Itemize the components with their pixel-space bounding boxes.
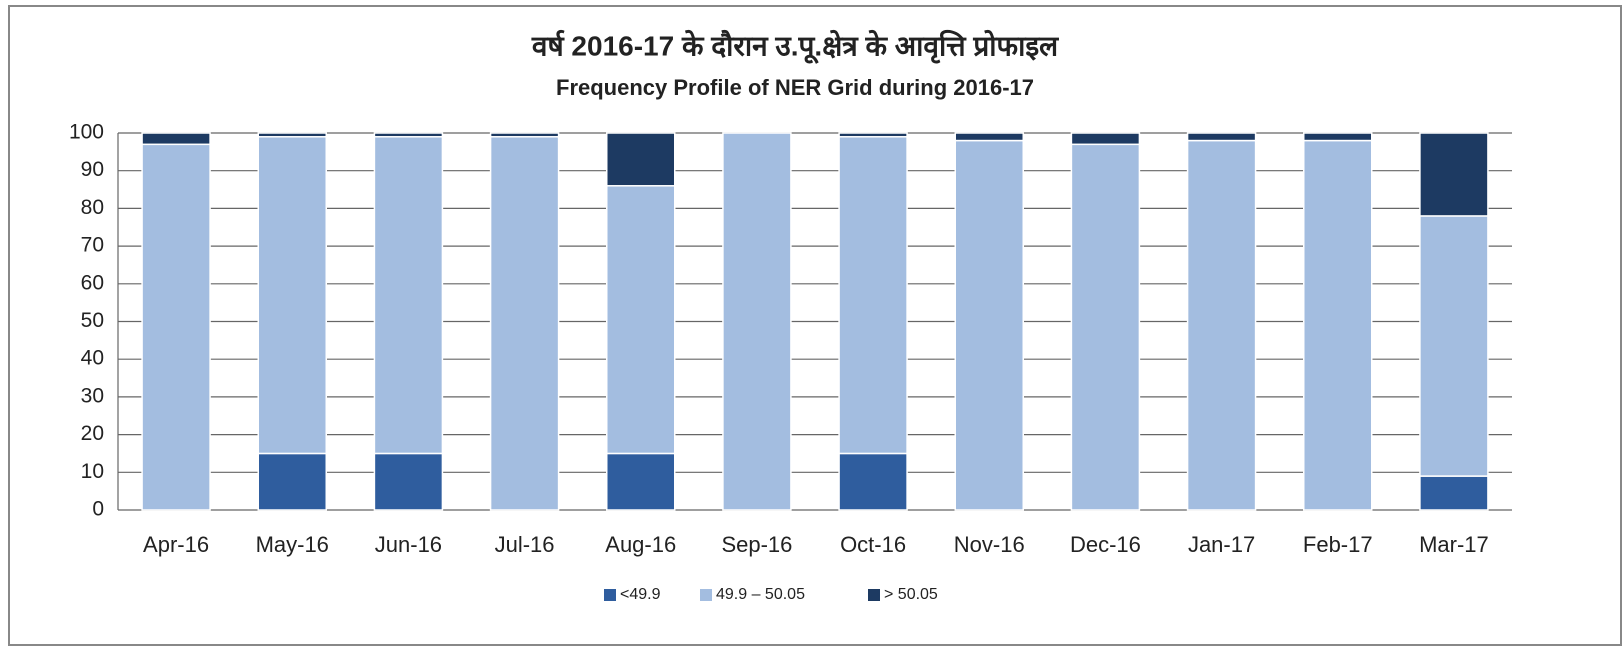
bar-segment [1070,132,1141,146]
bar-segment [1303,139,1373,511]
y-tick-label: 0 [92,498,104,521]
bar-segment [257,136,327,455]
legend-label: <49.9 [620,586,661,603]
bar-segment [606,132,676,187]
y-tick-label: 30 [81,384,104,407]
x-tick-label: Nov-16 [954,532,1025,557]
x-tick-label: Feb-17 [1303,532,1373,557]
bar-segment [373,452,444,511]
x-tick-label: Oct-16 [840,532,906,557]
y-tick-label: 100 [69,121,104,144]
y-tick-label: 10 [81,460,104,483]
bar-segment [838,452,908,511]
bar-segment [1070,143,1141,511]
bar-segment [1303,132,1373,142]
legend-swatch [700,589,712,601]
bar-segment [257,132,327,138]
legend-swatch [604,589,616,601]
chart-frame [8,5,1622,646]
y-tick-label: 60 [81,271,104,294]
y-tick-label: 80 [81,196,104,219]
x-tick-label: Sep-16 [721,532,792,557]
bar-segment [489,132,560,138]
legend-swatch [868,589,880,601]
bar-segment [722,132,792,511]
x-tick-label: May-16 [256,532,329,557]
bar-segment [1419,215,1489,477]
x-tick-label: Apr-16 [143,532,209,557]
bar-segment [141,143,211,511]
bar-segment [1419,132,1489,217]
bar-segment [954,139,1024,511]
bar-segment [141,132,211,146]
legend-label: 49.9 – 50.05 [716,586,805,603]
bar-segment [373,132,444,138]
bar-segment [1186,132,1257,142]
bar-segment [606,185,676,455]
bar-segment [606,452,676,511]
y-tick-label: 70 [81,234,104,257]
bar-segment [489,136,560,511]
x-tick-label: Dec-16 [1070,532,1141,557]
chart-subtitle: Frequency Profile of NER Grid during 201… [556,75,1034,100]
y-tick-label: 50 [81,309,104,332]
x-tick-label: Jul-16 [495,532,555,557]
bar-segment [257,452,327,511]
legend-label: > 50.05 [884,586,938,603]
x-tick-label: Mar-17 [1419,532,1489,557]
x-tick-label: Aug-16 [605,532,676,557]
bar-segment [838,132,908,138]
bar-segment [954,132,1024,142]
x-tick-label: Jan-17 [1188,532,1255,557]
bar-segment [373,136,444,455]
y-tick-label: 90 [81,158,104,181]
y-tick-label: 40 [81,347,104,370]
bar-segment [1186,139,1257,511]
bar-segment [1419,475,1489,511]
x-tick-label: Jun-16 [375,532,442,557]
y-tick-label: 20 [81,422,104,445]
chart-title: वर्ष 2016-17 के दौरान उ.पू.क्षेत्र के आव… [531,29,1059,64]
bar-segment [838,136,908,455]
